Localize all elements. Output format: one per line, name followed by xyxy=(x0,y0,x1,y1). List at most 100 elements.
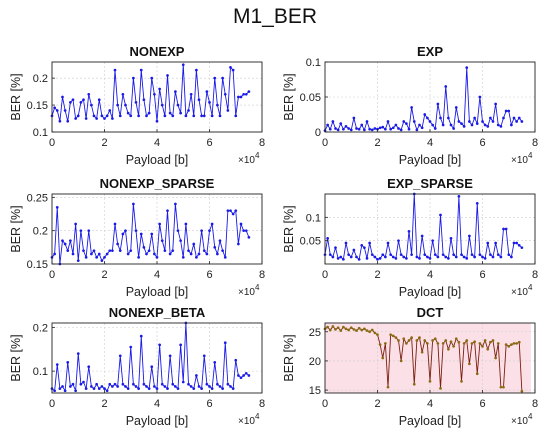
panel-2-point-46 xyxy=(444,85,448,88)
panel-2-point-17 xyxy=(368,127,371,131)
panel-2-point-57 xyxy=(473,116,476,120)
panel-1: 0 2 4 6 8 0.1 0.15 0.2 NONEXP Payload [b] BER [%] ×… xyxy=(9,44,265,167)
panel-5-point-7 xyxy=(69,385,72,388)
panel-2-point-9 xyxy=(347,127,350,130)
panel-1-point-57 xyxy=(200,114,203,118)
panel-6: 0 2 4 6 8 15 20 25 DCT Payload [b] BER [%] ×104 xyxy=(282,305,538,428)
panel-1-point-59 xyxy=(205,90,209,93)
panel-5-x-tick-label-0: 0 xyxy=(49,398,55,410)
panel-2-point-16 xyxy=(365,120,369,123)
panel-1-point-51 xyxy=(184,114,188,118)
panel-6-x-tick-label-3: 6 xyxy=(479,398,485,410)
panel-2-point-54 xyxy=(465,66,469,69)
panel-4-point-59 xyxy=(478,253,482,257)
panel-4-point-66 xyxy=(496,253,500,257)
panel-3-point-11 xyxy=(79,229,83,233)
panel-1-point-41 xyxy=(158,87,161,91)
panel-6-point-21 xyxy=(378,343,382,346)
panel-5-point-27 xyxy=(121,382,125,386)
panel-5-point-29 xyxy=(126,387,130,390)
panel-3-point-31 xyxy=(132,202,135,206)
panel-4-point-70 xyxy=(507,253,511,257)
panel-6-point-26 xyxy=(391,334,395,338)
panel-6-point-75 xyxy=(520,389,524,393)
panel-5-point-40 xyxy=(155,387,159,390)
panel-3-point-64 xyxy=(218,239,222,243)
panel-5-point-71 xyxy=(237,374,240,377)
panel-2-title: EXP xyxy=(417,44,443,59)
panel-6-point-31 xyxy=(405,342,408,345)
panel-4-point-58 xyxy=(475,201,479,205)
panel-4-point-67 xyxy=(499,255,503,259)
panel-5-point-49 xyxy=(179,343,182,347)
panel-5-series-line xyxy=(51,322,250,393)
panel-4-point-38 xyxy=(423,253,427,257)
panel-4-point-31 xyxy=(405,257,408,260)
panel-5-point-67 xyxy=(226,382,230,386)
panel-4-point-14 xyxy=(360,243,364,247)
panel-2-series-line xyxy=(324,67,523,132)
panel-2-point-15 xyxy=(363,128,366,132)
panel-1-point-23 xyxy=(111,117,114,120)
panel-3-point-22 xyxy=(108,249,112,253)
panel-5-point-12 xyxy=(82,380,85,384)
panel-4-point-46 xyxy=(444,255,448,259)
panel-1-point-30 xyxy=(129,114,133,118)
panel-6-point-49 xyxy=(452,344,455,348)
panel-2-point-67 xyxy=(499,125,503,128)
panel-3-point-50 xyxy=(181,255,185,259)
panel-1-point-2 xyxy=(55,109,59,112)
panel-5-point-44 xyxy=(166,387,169,390)
panel-2-point-8 xyxy=(344,125,348,128)
panel-3-point-40 xyxy=(155,255,159,259)
panel-1-point-39 xyxy=(153,92,156,96)
panel-5-point-18 xyxy=(97,387,101,390)
panel-5-point-4 xyxy=(61,385,64,388)
panel-4-point-39 xyxy=(426,255,429,259)
panel-6-point-9 xyxy=(347,328,350,332)
panel-3-point-32 xyxy=(134,229,138,233)
panel-2-point-49 xyxy=(452,127,455,130)
panel-5-x-axis-label: Payload [b] xyxy=(126,414,189,428)
panel-6-point-6 xyxy=(339,329,343,332)
panel-5-point-36 xyxy=(145,385,148,388)
panel-5-y-tick-label-0: 0.1 xyxy=(33,366,48,378)
panel-6-x-axis-label: Payload [b] xyxy=(399,414,462,428)
panel-5: 0 2 4 6 8 0.1 0.2 NONEXP_BETA Payload [b] BER [%]… xyxy=(9,305,265,428)
panel-6-point-66 xyxy=(496,342,500,345)
panel-6-point-29 xyxy=(399,359,403,363)
panel-1-point-36 xyxy=(145,114,148,118)
panel-4-point-20 xyxy=(376,257,379,261)
panel-1-point-11 xyxy=(79,101,83,104)
panel-1-point-52 xyxy=(187,109,190,112)
panel-4-title: EXP_SPARSE xyxy=(387,176,473,191)
panel-2-point-40 xyxy=(428,120,432,123)
panel-3-point-5 xyxy=(63,242,67,246)
panel-4-point-50 xyxy=(454,255,458,259)
panel-5-point-43 xyxy=(163,385,167,388)
panel-2-point-22 xyxy=(381,125,385,129)
panel-2-point-2 xyxy=(328,127,332,131)
panel-1-point-27 xyxy=(121,92,125,96)
panel-1-point-75 xyxy=(247,90,251,93)
panel-3-point-65 xyxy=(221,249,224,253)
panel-5-point-72 xyxy=(239,376,243,380)
panel-4-point-62 xyxy=(486,241,490,245)
panel-6-point-44 xyxy=(439,386,442,390)
panel-4-y-tick-label-0: 0.05 xyxy=(300,236,321,248)
panel-6-point-57 xyxy=(473,340,476,344)
panel-5-point-30 xyxy=(129,345,133,349)
panel-2-point-64 xyxy=(491,120,495,123)
panel-1-point-15 xyxy=(90,103,93,107)
panel-4-point-44 xyxy=(439,213,442,217)
panel-1-point-26 xyxy=(118,114,122,118)
panel-4-x-tick-label-0: 0 xyxy=(322,269,328,281)
panel-3-point-39 xyxy=(153,252,156,256)
panel-4-point-26 xyxy=(391,255,395,259)
panel-5-point-33 xyxy=(137,387,140,390)
panel-6-point-65 xyxy=(494,356,497,360)
panel-2-point-58 xyxy=(475,122,479,125)
panel-1-point-8 xyxy=(71,98,75,102)
panel-6-series-line xyxy=(324,325,523,392)
